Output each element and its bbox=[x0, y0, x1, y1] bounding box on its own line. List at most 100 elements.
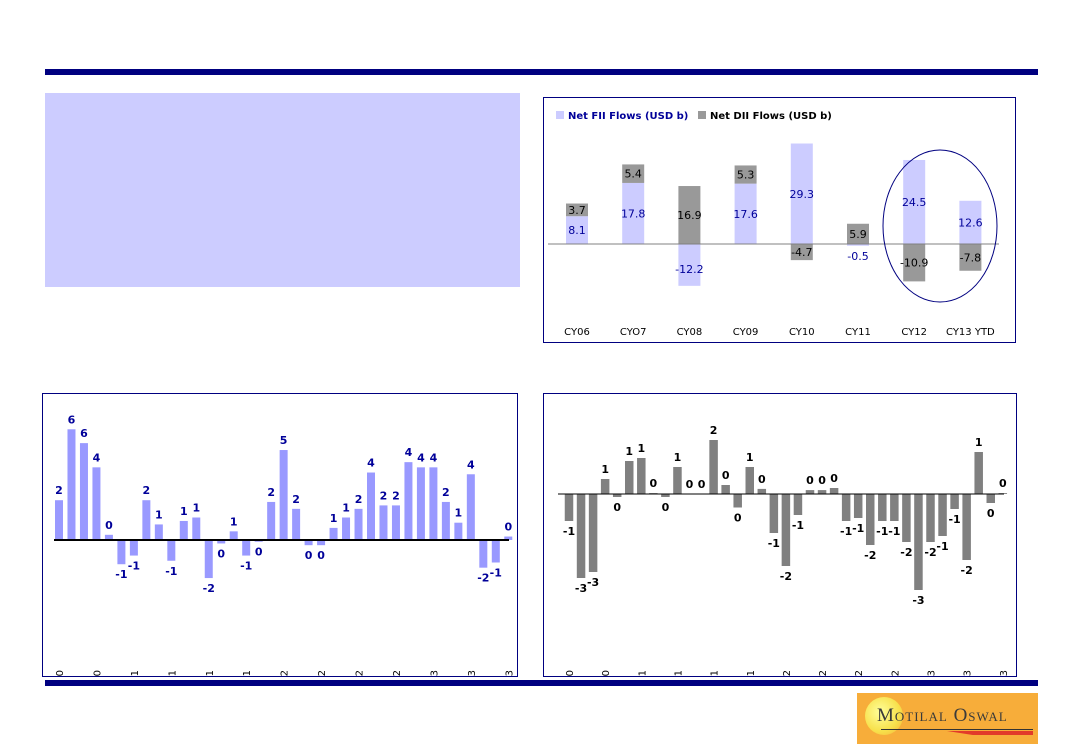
bar-Oct-11 bbox=[733, 494, 742, 508]
monthly-dii-svg: -1Aug-10-3-31Nov-10011Feb-11001May-11002… bbox=[558, 424, 1010, 707]
bar-Jun-13 bbox=[479, 540, 488, 568]
data-label-fii: 29.3 bbox=[790, 188, 815, 201]
tick-label: Feb-11 bbox=[130, 670, 141, 676]
data-label: 4 bbox=[93, 451, 101, 464]
tick-label: Nov-12 bbox=[392, 670, 403, 676]
monthly-fii-svg: 2Aug-10664Nov-100-1-1Feb-1121-1May-1111-… bbox=[54, 413, 515, 707]
tick-label: CY11 bbox=[845, 327, 871, 338]
data-label: 0 bbox=[818, 474, 826, 487]
tick-label: Nov-10 bbox=[92, 670, 103, 676]
data-label: -2 bbox=[780, 570, 792, 583]
data-label: 1 bbox=[155, 508, 163, 521]
bar-Aug-11 bbox=[709, 440, 718, 494]
bar-Jul-12 bbox=[841, 494, 851, 521]
bar-Apr-11 bbox=[154, 524, 163, 540]
tick-label: Aug-11 bbox=[710, 670, 721, 676]
data-label: 4 bbox=[430, 451, 438, 464]
motilal-oswal-logo: Motilal Oswal bbox=[857, 693, 1038, 744]
data-label-dii: -4.7 bbox=[791, 246, 812, 259]
bar-dii-CY08 bbox=[678, 186, 701, 244]
data-label: -1 bbox=[115, 568, 127, 581]
data-label-dii: 5.9 bbox=[849, 228, 867, 241]
data-label: 2 bbox=[143, 484, 151, 497]
tick-label: Aug-12 bbox=[854, 670, 865, 676]
tick-label: CYO7 bbox=[620, 327, 647, 338]
bar-Oct-10 bbox=[79, 443, 88, 540]
bar-Mar-11 bbox=[142, 500, 151, 540]
bar-Jul-11 bbox=[192, 517, 201, 540]
tick-label: Feb-12 bbox=[782, 670, 793, 676]
bar-dii-CY06 bbox=[566, 203, 588, 217]
bar-Feb-12 bbox=[279, 450, 288, 540]
bar-dii-CY13 YTD bbox=[959, 244, 982, 271]
data-label: -1 bbox=[888, 525, 900, 538]
bar-Feb-13 bbox=[429, 467, 438, 540]
data-label: 0 bbox=[217, 547, 225, 560]
data-label: 2 bbox=[710, 424, 718, 437]
bar-Dec-12 bbox=[404, 462, 413, 540]
data-label: 6 bbox=[68, 413, 76, 426]
data-label-dii: 5.3 bbox=[737, 169, 755, 182]
data-label: 1 bbox=[230, 515, 238, 528]
bar-Jun-12 bbox=[329, 527, 338, 540]
tick-label: CY06 bbox=[564, 327, 590, 338]
data-label-fii: 8.1 bbox=[568, 224, 586, 237]
bar-Jun-11 bbox=[179, 520, 188, 540]
data-label-fii: 17.6 bbox=[733, 208, 758, 221]
legend-label-fii: Net FII Flows (USD b) bbox=[568, 111, 688, 122]
bar-dii-CY09 bbox=[734, 165, 757, 184]
bar-Nov-12 bbox=[890, 494, 899, 521]
bar-Feb-12 bbox=[781, 494, 791, 566]
data-label-fii: 24.5 bbox=[902, 196, 927, 209]
bar-Jul-12 bbox=[342, 517, 351, 540]
bar-Dec-10 bbox=[612, 494, 622, 497]
bar-Dec-10 bbox=[104, 534, 113, 540]
tick-label: CY09 bbox=[733, 327, 759, 338]
tick-label: Feb-12 bbox=[280, 670, 291, 676]
annual-flows-svg: Net FII Flows (USD b) Net DII Flows (USD … bbox=[548, 111, 999, 338]
data-label-dii: -10.9 bbox=[900, 257, 928, 270]
tick-label: May-11 bbox=[167, 670, 178, 676]
bar-Mar-12 bbox=[292, 508, 301, 540]
tick-label: May-13 bbox=[963, 670, 974, 676]
bar-Nov-12 bbox=[391, 505, 400, 540]
tick-label: Nov-11 bbox=[242, 670, 253, 676]
bar-Nov-10 bbox=[600, 479, 610, 494]
bar-dii-CY11 bbox=[847, 223, 869, 244]
legend-label-dii: Net DII Flows (USD b) bbox=[710, 111, 832, 122]
data-label: 0 bbox=[698, 478, 706, 491]
data-label: -1 bbox=[128, 560, 140, 573]
legend-swatch-dii bbox=[698, 111, 706, 119]
data-label-fii: -12.2 bbox=[675, 263, 703, 276]
bar-fii-CY09 bbox=[734, 183, 757, 244]
bar-Mar-13 bbox=[441, 501, 450, 540]
tick-label: May-12 bbox=[317, 670, 328, 676]
data-label: 2 bbox=[292, 493, 300, 506]
monthly-dii-chart: -1Aug-10-3-31Nov-10011Feb-11001May-11002… bbox=[543, 393, 1017, 707]
bar-Aug-10 bbox=[564, 494, 574, 521]
annual-flows-chart: Net FII Flows (USD b) Net DII Flows (USD … bbox=[543, 97, 1016, 343]
tick-label: May-13 bbox=[467, 670, 478, 676]
data-label-dii: 3.7 bbox=[568, 204, 586, 217]
data-label: 4 bbox=[405, 446, 413, 459]
bar-Jul-13 bbox=[986, 494, 995, 503]
data-label: 1 bbox=[330, 512, 338, 525]
bar-Oct-12 bbox=[878, 494, 887, 521]
data-label: -1 bbox=[948, 513, 960, 526]
bar-May-13 bbox=[962, 494, 971, 560]
bar-Aug-12 bbox=[354, 508, 363, 540]
bar-Mar-13 bbox=[938, 494, 947, 536]
bar-Nov-11 bbox=[242, 540, 251, 556]
data-label: -1 bbox=[563, 525, 575, 538]
bar-Dec-11 bbox=[757, 488, 767, 494]
bar-fii-CY10 bbox=[790, 143, 813, 244]
bar-Jun-12 bbox=[829, 488, 839, 494]
data-label: 1 bbox=[180, 505, 188, 518]
data-label: 2 bbox=[355, 493, 363, 506]
tick-label: CY10 bbox=[789, 327, 815, 338]
bar-Apr-11 bbox=[661, 494, 670, 497]
data-label: -1 bbox=[840, 525, 852, 538]
logo-sun-icon bbox=[865, 697, 903, 735]
bar-Jan-11 bbox=[117, 540, 126, 565]
